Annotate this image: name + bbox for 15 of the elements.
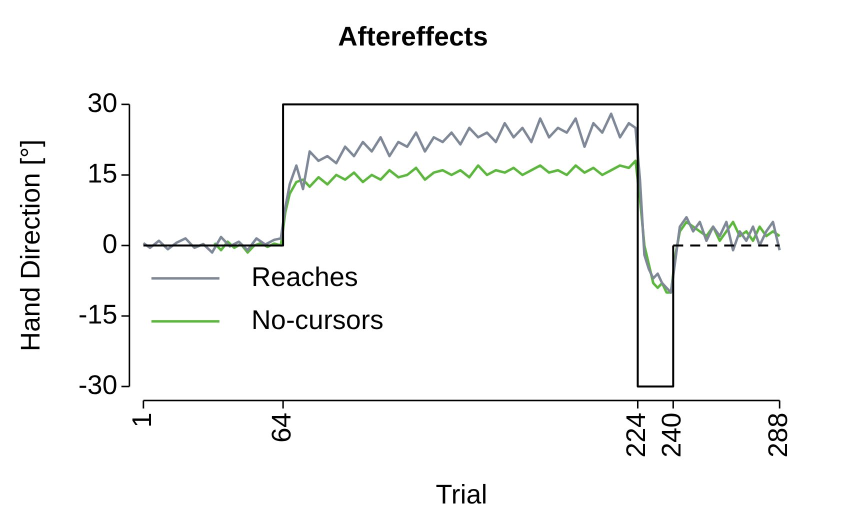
x-tick-label: 240 <box>656 412 687 458</box>
x-tick-label: 288 <box>763 412 794 458</box>
chart-title: Aftereffects <box>338 22 488 52</box>
y-tick-label: 0 <box>102 228 118 259</box>
y-axis-title: Hand Direction [°] <box>16 140 46 352</box>
x-axis-title: Trial <box>436 479 488 510</box>
y-tick-label: 30 <box>87 88 118 118</box>
y-tick-label: 15 <box>87 158 118 188</box>
x-tick-label: 64 <box>266 412 297 443</box>
x-tick-label: 224 <box>621 412 652 458</box>
y-tick-label: -15 <box>78 299 118 330</box>
x-tick-label: 1 <box>126 412 157 428</box>
legend-label: Reaches <box>251 262 358 292</box>
y-tick-label: -30 <box>78 370 118 400</box>
legend-label: No-cursors <box>251 304 384 335</box>
